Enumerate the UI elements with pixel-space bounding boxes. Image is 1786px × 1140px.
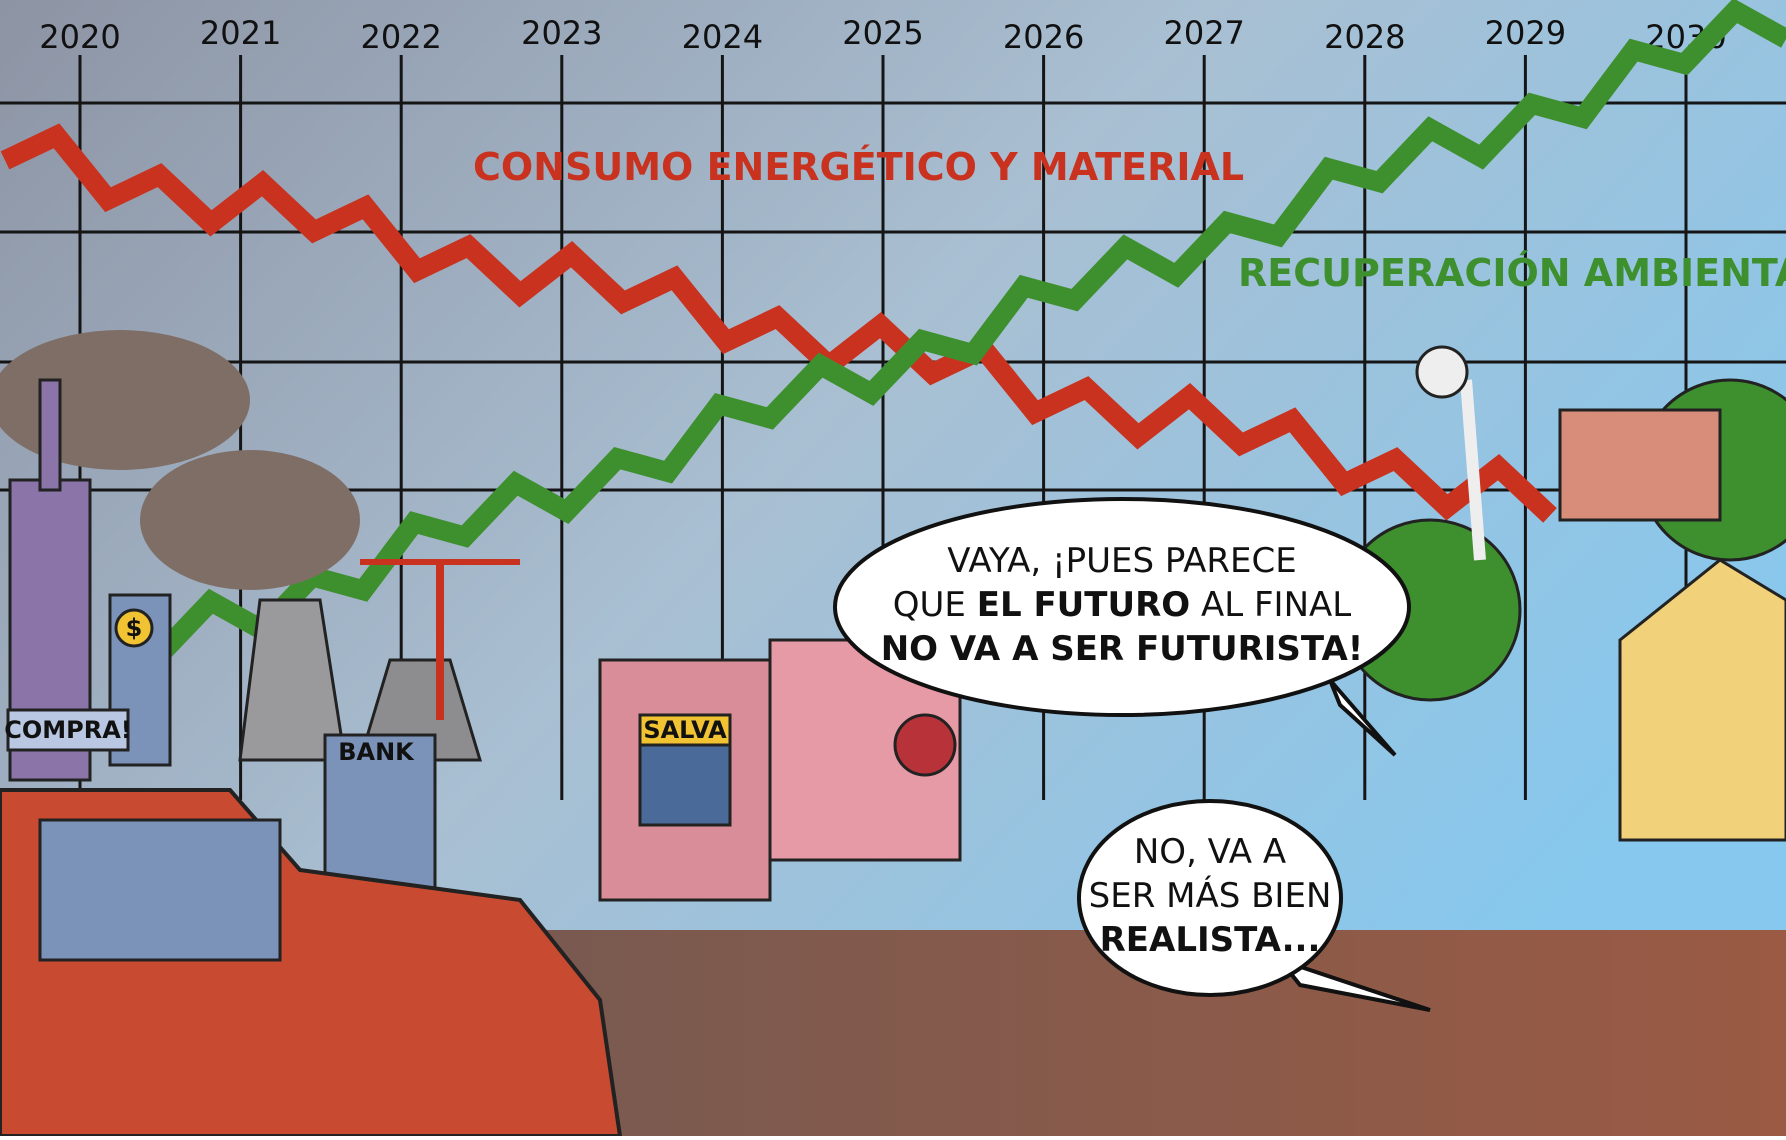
sign-text: BANK [338,738,415,766]
sign-text: $ [126,614,143,642]
bubble-segment: VAYA, ¡PUES PARECE [947,541,1297,581]
bubble-segment: AL FINAL [1190,585,1351,625]
sign-text: SALVA [643,716,727,744]
sign-text: COMPRA! [4,716,132,744]
line-label: RECUPERACIÓN AMBIENTAL [1238,251,1786,295]
year-label: 2023 [521,14,602,52]
bubble-segment: REALISTA... [1100,920,1321,960]
year-label: 2026 [1003,18,1084,56]
illustration: 2020 2021 2022 2023 2024 2025 2026 2027 2028 2029… [0,0,1786,1136]
year-label: 2029 [1485,14,1566,52]
bubble-segment: NO, VA A [1134,832,1286,872]
year-label: 2027 [1163,14,1244,52]
year-label: 2028 [1324,18,1405,56]
bubble-segment: SER MÁS BIEN [1089,875,1332,916]
year-label: 2021 [200,14,281,52]
bubble-segment: QUE [893,585,977,625]
bubble-segment: EL FUTURO [977,585,1190,625]
line-label: CONSUMO ENERGÉTICO Y MATERIAL [473,145,1244,189]
year-label: 2025 [842,14,923,52]
bubble-segment: NO VA A SER FUTURISTA! [881,629,1364,669]
year-label: 2020 [39,18,120,56]
year-label: 2022 [360,18,441,56]
year-label: 2024 [682,18,763,56]
car-window [40,820,280,960]
